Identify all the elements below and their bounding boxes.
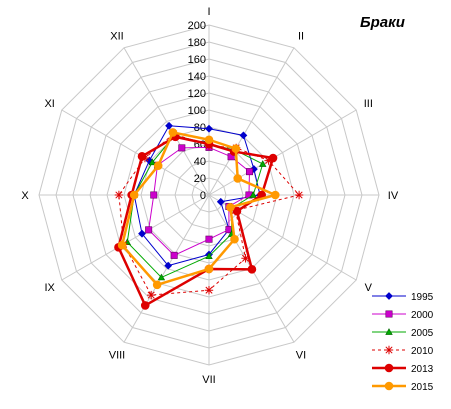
category-label-III: III — [364, 98, 373, 110]
category-label-IX: IX — [44, 282, 55, 294]
spoke-VIII — [123, 194, 210, 343]
point-2005-VII — [205, 252, 213, 260]
tick-label-20: 20 — [194, 173, 206, 185]
point-2000-III — [245, 168, 253, 176]
legend-marker-2010 — [384, 345, 394, 355]
point-1995-II — [239, 131, 248, 140]
tick-label-40: 40 — [194, 156, 206, 168]
point-2015-I — [204, 135, 214, 145]
category-label-IV: IV — [388, 190, 399, 202]
legend-marker-2000 — [385, 310, 393, 318]
category-label-XII: XII — [110, 31, 123, 43]
point-2010-VII — [204, 286, 214, 295]
category-label-VII: VII — [202, 374, 215, 386]
legend-entry-1995: 1995 — [372, 292, 434, 303]
legend-marker-2013 — [384, 363, 394, 373]
point-2015-VI — [230, 234, 239, 244]
tick-label-100: 100 — [188, 105, 206, 117]
point-2015-V — [226, 203, 235, 212]
point-1995-IX — [138, 229, 146, 238]
point-2013-VIII — [140, 301, 150, 310]
point-2015-III — [233, 174, 243, 183]
category-label-V: V — [365, 282, 373, 294]
point-2000-XII — [178, 144, 186, 152]
point-1995-V — [216, 197, 225, 206]
legend-entry-2000: 2000 — [372, 310, 434, 321]
point-2015-VII — [204, 264, 214, 274]
legend-entry-2010: 2010 — [372, 345, 434, 357]
category-label-II: II — [298, 31, 304, 43]
point-2015-XII — [168, 128, 178, 137]
spoke-XI — [61, 109, 210, 196]
point-1995-VIII — [164, 261, 173, 270]
point-2000-VIII — [170, 251, 178, 259]
point-2010-VIII — [147, 290, 156, 300]
point-2013-III — [268, 153, 278, 163]
legend-label-2010: 2010 — [411, 346, 434, 357]
spoke-III — [208, 109, 357, 196]
legend: 1995 2000 2005 2010 2013 2015 — [372, 292, 434, 393]
tick-label-0: 0 — [200, 190, 206, 202]
legend-label-2015: 2015 — [411, 382, 434, 393]
point-2013-VI — [247, 265, 257, 274]
series-layer — [114, 121, 304, 310]
point-2000-X — [150, 191, 158, 199]
spoke-IX — [61, 194, 210, 281]
chart-title: Браки — [360, 14, 405, 31]
point-2010-IV — [294, 190, 304, 200]
point-2005-VIII — [157, 273, 166, 281]
point-2000-VII — [205, 235, 213, 243]
point-2015-IX — [117, 240, 127, 250]
point-1995-XII — [165, 121, 173, 130]
point-2010-VI — [241, 254, 250, 263]
point-1995-I — [205, 124, 213, 133]
spoke-II — [208, 47, 295, 196]
point-2013-V — [232, 206, 242, 216]
tick-label-140: 140 — [188, 71, 206, 83]
legend-marker-2015 — [384, 381, 394, 391]
legend-entry-2005: 2005 — [372, 328, 434, 339]
category-label-X: X — [21, 190, 29, 202]
point-2015-XI — [153, 161, 163, 170]
tick-label-160: 160 — [188, 54, 206, 66]
legend-label-2005: 2005 — [411, 328, 434, 339]
point-2005-XI — [148, 158, 157, 166]
radar-grid — [38, 24, 380, 366]
point-2013-XI — [137, 152, 147, 161]
legend-label-2000: 2000 — [411, 310, 434, 321]
point-2015-II — [231, 144, 241, 153]
category-label-VI: VI — [296, 349, 306, 361]
legend-entry-2015: 2015 — [372, 381, 434, 393]
point-2015-VIII — [152, 280, 162, 290]
point-2005-IV — [249, 191, 257, 198]
legend-label-1995: 1995 — [411, 292, 434, 303]
spoke-XII — [123, 47, 210, 196]
category-label-XI: XI — [44, 98, 54, 110]
category-label-VIII: VIII — [109, 349, 126, 361]
category-label-I: I — [207, 6, 210, 18]
point-2010-X — [114, 190, 124, 200]
tick-label-120: 120 — [188, 88, 206, 100]
legend-entry-2013: 2013 — [372, 363, 434, 375]
legend-marker-2005 — [385, 328, 393, 335]
tick-label-180: 180 — [188, 37, 206, 49]
point-2015-X — [129, 190, 139, 200]
tick-label-200: 200 — [188, 20, 206, 32]
legend-marker-1995 — [385, 292, 393, 300]
point-2005-III — [259, 160, 267, 167]
point-2010-III — [264, 156, 273, 165]
point-2015-IV — [271, 190, 280, 200]
legend-label-2013: 2013 — [411, 364, 434, 375]
point-2000-IX — [145, 226, 153, 234]
series-2015 — [117, 128, 280, 290]
